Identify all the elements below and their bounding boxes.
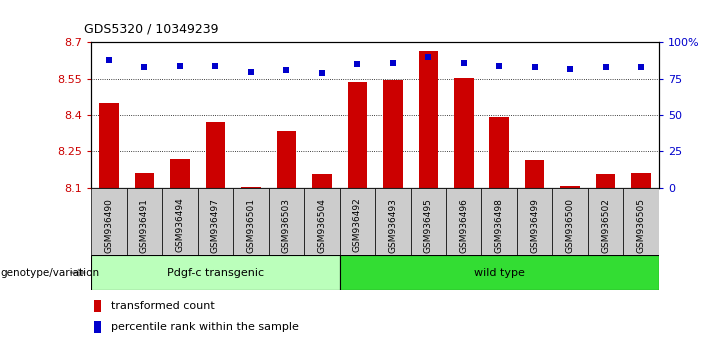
Point (352, 62, 363, 67)
Bar (517, 188, 552, 255)
Bar (375, 188, 411, 255)
Text: GSM936500: GSM936500 (566, 198, 575, 253)
Point (564, 66, 576, 72)
Bar (94, 300, 101, 312)
Text: transformed count: transformed count (111, 301, 215, 311)
Text: GSM936501: GSM936501 (246, 198, 255, 253)
Bar (91, 188, 127, 255)
Point (529, 64, 540, 70)
Bar (135, 173, 154, 188)
Bar (99, 103, 118, 188)
Text: genotype/variation: genotype/variation (1, 268, 100, 278)
Point (280, 67, 292, 73)
Bar (348, 82, 367, 188)
Bar (162, 188, 198, 255)
Bar (446, 188, 482, 255)
Bar (94, 321, 101, 333)
Text: GSM936496: GSM936496 (459, 198, 468, 253)
Bar (525, 160, 545, 188)
Point (387, 60, 398, 65)
Bar (339, 255, 659, 290)
Text: GSM936498: GSM936498 (495, 198, 504, 253)
Bar (277, 131, 296, 188)
Point (494, 63, 505, 69)
Bar (312, 174, 332, 188)
Text: GSM936493: GSM936493 (388, 198, 397, 253)
Point (636, 64, 647, 70)
Text: percentile rank within the sample: percentile rank within the sample (111, 322, 299, 332)
Bar (304, 188, 339, 255)
Bar (552, 188, 588, 255)
Bar (205, 122, 225, 188)
Bar (632, 173, 651, 188)
Bar (588, 188, 623, 255)
Point (103, 57, 114, 63)
Bar (454, 78, 473, 188)
Text: wild type: wild type (474, 268, 524, 278)
Bar (91, 255, 339, 290)
Text: GSM936491: GSM936491 (140, 198, 149, 253)
Bar (411, 188, 446, 255)
Text: GSM936499: GSM936499 (530, 198, 539, 253)
Bar (489, 118, 509, 188)
Bar (233, 188, 268, 255)
Bar (383, 80, 402, 188)
Text: GSM936503: GSM936503 (282, 198, 291, 253)
Text: GSM936504: GSM936504 (318, 198, 326, 253)
Point (175, 63, 186, 69)
Point (316, 70, 327, 76)
Bar (170, 159, 189, 188)
Text: GSM936492: GSM936492 (353, 198, 362, 252)
Point (245, 69, 257, 74)
Point (600, 64, 611, 70)
Point (210, 63, 221, 69)
Bar (418, 51, 438, 188)
Point (458, 60, 470, 65)
Text: GSM936494: GSM936494 (175, 198, 184, 252)
Point (139, 64, 150, 70)
Bar (482, 188, 517, 255)
Bar (127, 188, 162, 255)
Text: GSM936502: GSM936502 (601, 198, 610, 253)
Bar (198, 188, 233, 255)
Bar (268, 188, 304, 255)
Bar (623, 188, 659, 255)
Text: GSM936495: GSM936495 (424, 198, 433, 253)
Bar (596, 174, 615, 188)
Text: GDS5320 / 10349239: GDS5320 / 10349239 (84, 22, 219, 35)
Text: GSM936490: GSM936490 (104, 198, 114, 253)
Text: GSM936505: GSM936505 (637, 198, 646, 253)
Text: Pdgf-c transgenic: Pdgf-c transgenic (167, 268, 264, 278)
Bar (339, 188, 375, 255)
Bar (561, 187, 580, 188)
Point (423, 54, 434, 60)
Text: GSM936497: GSM936497 (211, 198, 220, 253)
